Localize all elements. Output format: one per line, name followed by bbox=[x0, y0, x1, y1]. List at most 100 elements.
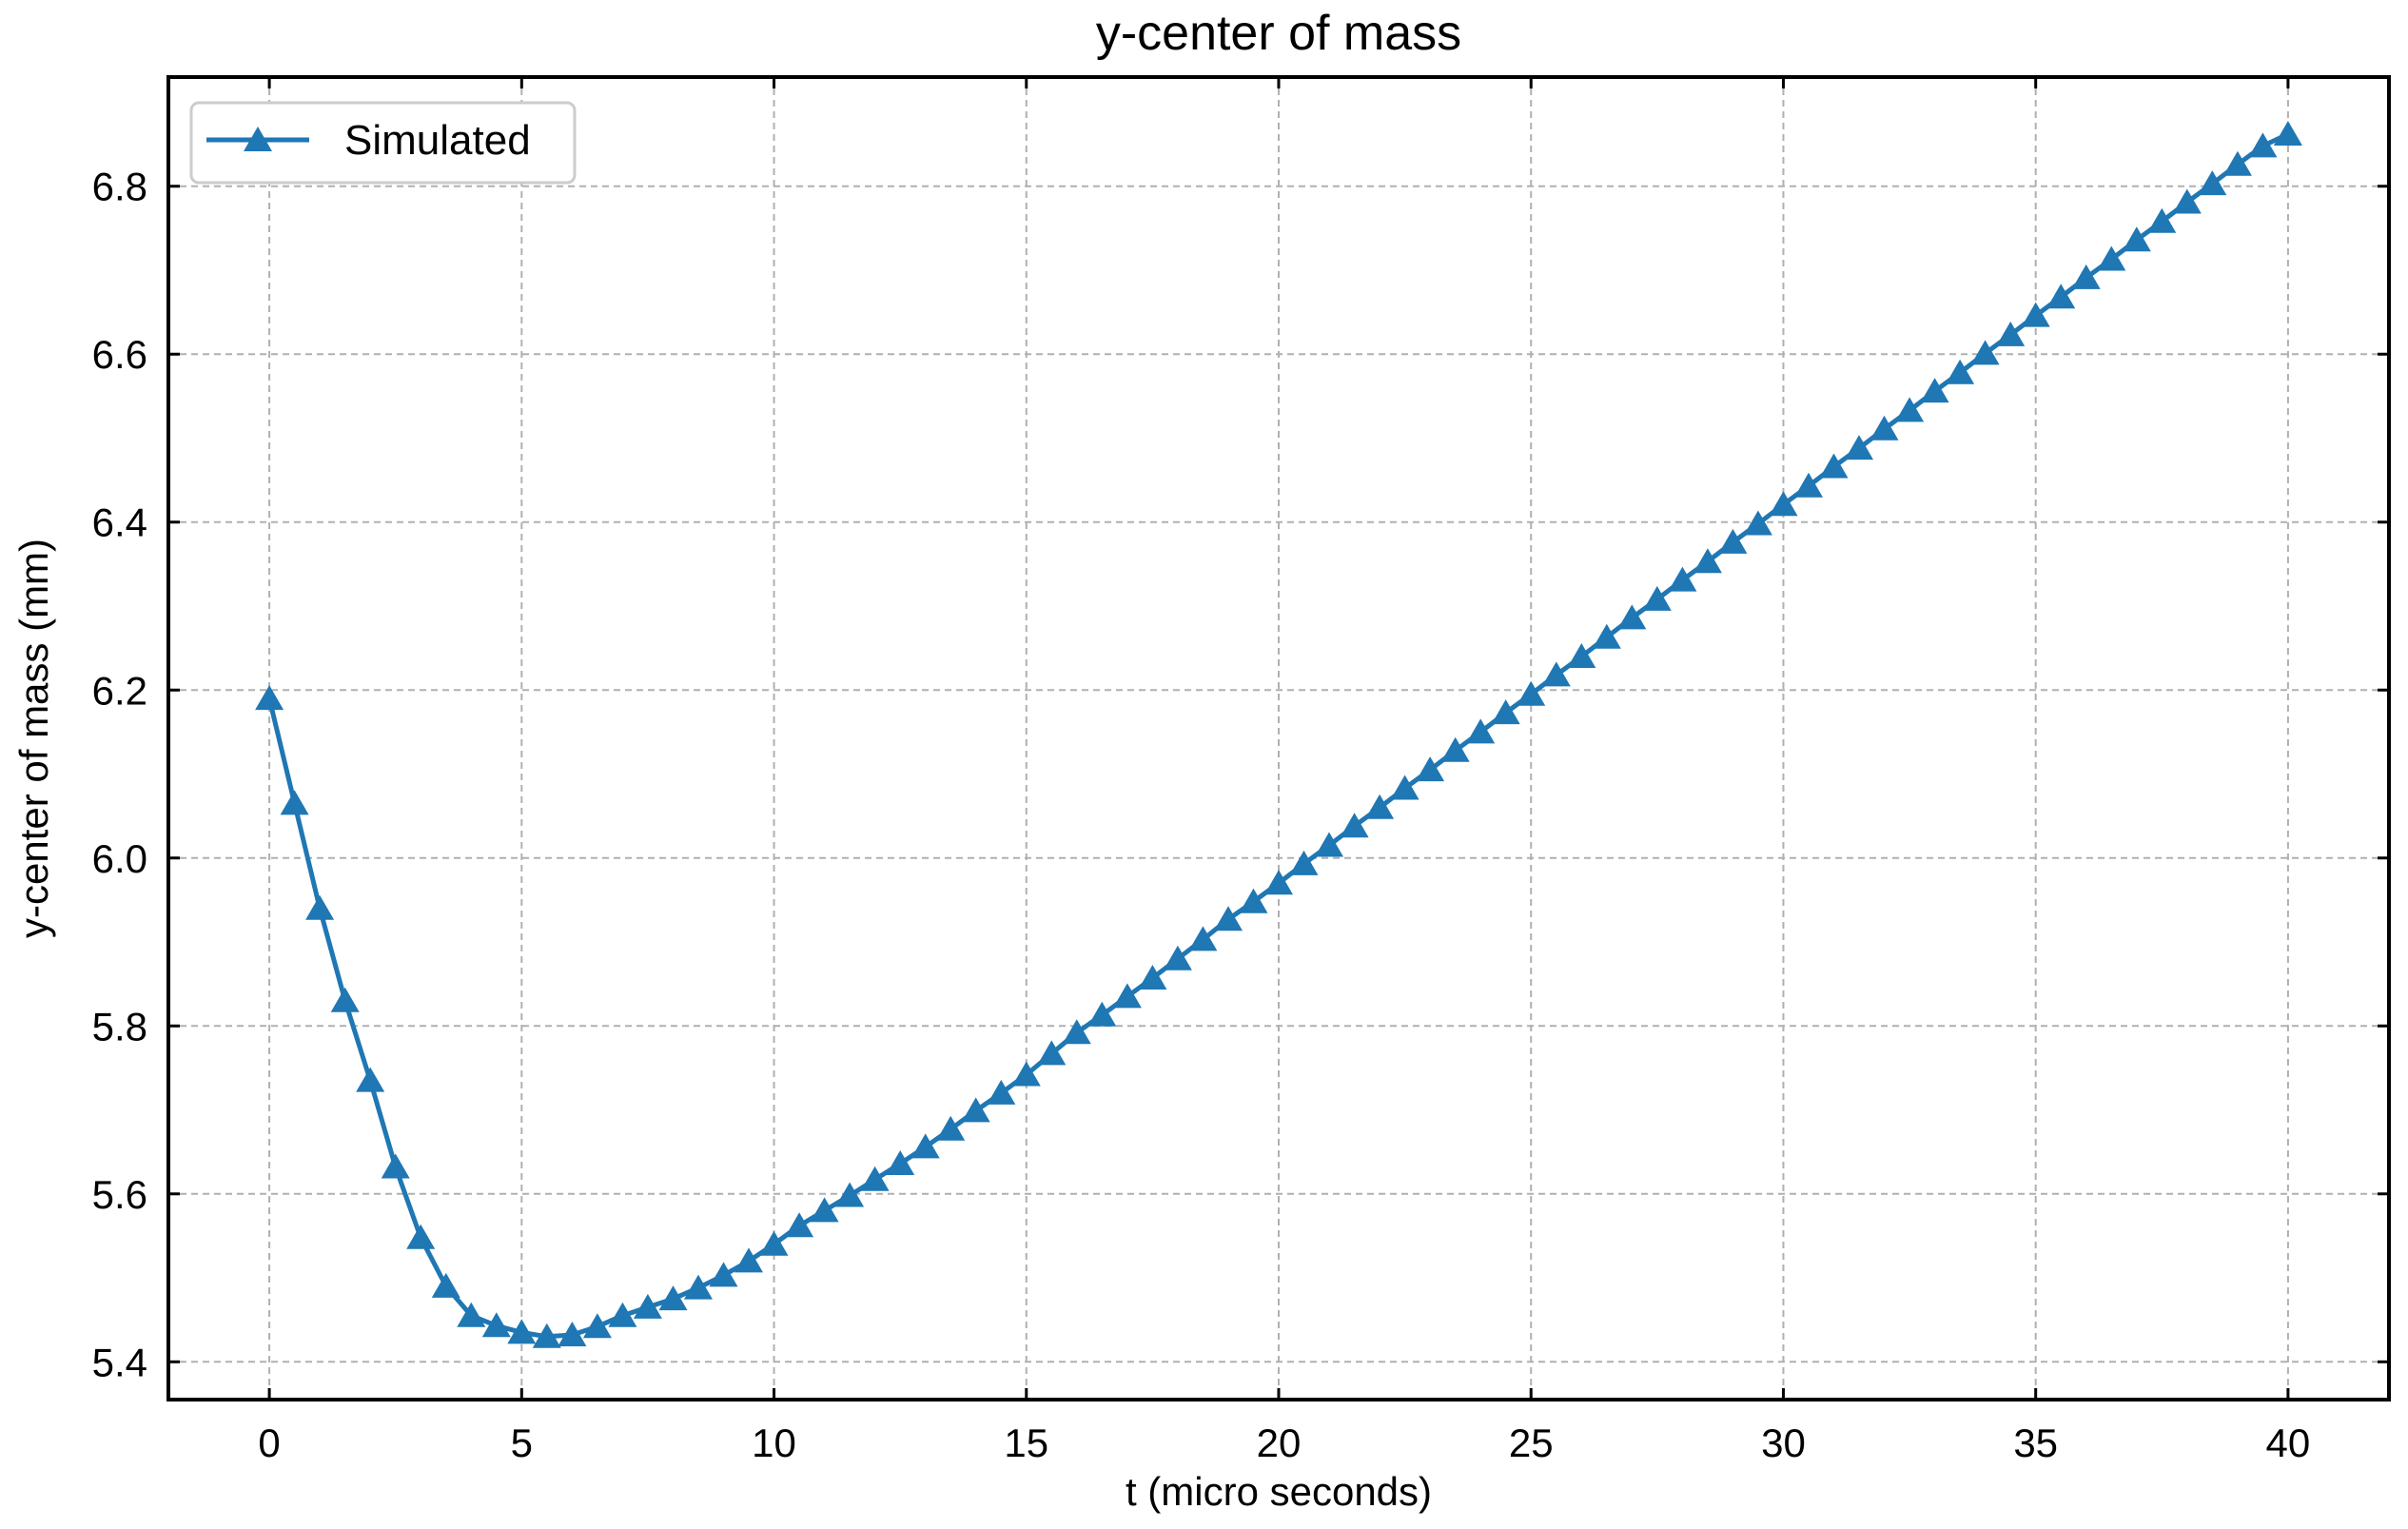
data-point-marker bbox=[1466, 718, 1496, 744]
data-point-marker bbox=[1062, 1019, 1091, 1045]
data-point-marker bbox=[633, 1293, 662, 1319]
data-point-marker bbox=[582, 1313, 612, 1339]
data-point-marker bbox=[1970, 340, 2000, 365]
data-point-marker bbox=[2122, 226, 2151, 252]
y-tick-label: 6.2 bbox=[92, 668, 147, 713]
data-point-marker bbox=[1769, 491, 1798, 517]
x-tick-label: 15 bbox=[1004, 1421, 1048, 1465]
data-point-marker bbox=[1340, 813, 1369, 838]
data-point-marker bbox=[558, 1322, 587, 1346]
grid bbox=[168, 77, 2389, 1400]
data-point-marker bbox=[1390, 774, 1419, 800]
y-axis-label: y-center of mass (mm) bbox=[11, 539, 56, 938]
data-point-marker bbox=[785, 1212, 814, 1238]
data-point-marker bbox=[1870, 415, 1899, 441]
data-point-marker bbox=[987, 1079, 1016, 1105]
data-point-marker bbox=[457, 1302, 486, 1327]
data-point-marker bbox=[1037, 1040, 1067, 1066]
data-point-marker bbox=[255, 685, 284, 711]
data-point-marker bbox=[936, 1115, 966, 1141]
data-point-marker bbox=[1642, 585, 1672, 611]
data-point-marker bbox=[835, 1182, 865, 1207]
data-point-marker bbox=[2222, 150, 2252, 176]
data-point-marker bbox=[2248, 132, 2278, 158]
data-point-marker bbox=[481, 1312, 511, 1338]
data-point-marker bbox=[406, 1224, 436, 1249]
data-point-marker bbox=[2172, 188, 2202, 214]
data-point-marker bbox=[961, 1097, 990, 1123]
data-point-marker bbox=[1946, 359, 1975, 384]
axis-ticks: 0 5 10 15 20 25 30 35 40 5.4 5.6 5.8 6.0 6.2 6.4 6.6 6.8 bbox=[92, 77, 2389, 1465]
data-point-marker bbox=[1819, 453, 1849, 479]
data-point-marker bbox=[1087, 1001, 1117, 1027]
data-point-marker bbox=[1592, 623, 1621, 649]
x-tick-label: 0 bbox=[258, 1421, 280, 1465]
x-axis-label: t (micro seconds) bbox=[1126, 1469, 1432, 1514]
x-tick-label: 5 bbox=[511, 1421, 533, 1465]
series-simulated bbox=[255, 121, 2302, 1348]
data-point-marker bbox=[1365, 794, 1395, 819]
data-point-marker bbox=[684, 1274, 713, 1300]
data-point-marker bbox=[1440, 736, 1470, 762]
data-point-marker bbox=[658, 1285, 688, 1311]
data-point-marker bbox=[2273, 121, 2302, 146]
data-point-marker bbox=[1163, 945, 1192, 970]
legend-label: Simulated bbox=[344, 117, 531, 164]
data-point-marker bbox=[734, 1247, 763, 1273]
data-point-marker bbox=[886, 1150, 915, 1175]
legend-box bbox=[189, 101, 577, 185]
data-point-marker bbox=[431, 1272, 460, 1298]
data-point-marker bbox=[759, 1230, 789, 1256]
data-point-marker bbox=[280, 790, 309, 815]
data-point-marker bbox=[1693, 548, 1722, 574]
data-point-marker bbox=[2071, 264, 2101, 289]
y-tick-label: 5.4 bbox=[92, 1340, 147, 1384]
x-tick-label: 10 bbox=[752, 1421, 796, 1465]
data-point-marker bbox=[2021, 302, 2050, 327]
data-point-marker bbox=[1214, 906, 1243, 931]
y-tick-label: 6.4 bbox=[92, 500, 147, 545]
data-point-marker bbox=[1895, 397, 1925, 422]
data-point-marker bbox=[1541, 661, 1571, 687]
data-point-marker bbox=[1315, 832, 1343, 857]
plot-frame bbox=[166, 75, 2391, 1402]
data-point-marker bbox=[1517, 680, 1546, 706]
data-point-marker bbox=[1996, 321, 2026, 346]
data-point-marker bbox=[910, 1133, 940, 1159]
data-point-marker bbox=[1138, 965, 1167, 990]
y-tick-label: 6.0 bbox=[92, 836, 147, 881]
data-point-marker bbox=[381, 1153, 410, 1179]
data-point-marker bbox=[507, 1319, 537, 1344]
data-point-marker bbox=[1920, 378, 1949, 403]
data-point-marker bbox=[1617, 604, 1647, 630]
data-point-marker bbox=[1567, 643, 1596, 668]
data-point-marker bbox=[1668, 566, 1697, 592]
data-point-marker bbox=[532, 1323, 561, 1348]
x-tick-label: 20 bbox=[1257, 1421, 1302, 1465]
data-point-marker bbox=[2046, 284, 2076, 309]
data-point-marker bbox=[1718, 528, 1748, 554]
data-point-marker bbox=[1011, 1061, 1041, 1087]
data-point-marker bbox=[1264, 870, 1293, 895]
legend: Simulated bbox=[189, 101, 577, 185]
data-point-marker bbox=[1289, 850, 1319, 875]
x-tick-label: 35 bbox=[2013, 1421, 2058, 1465]
chart-title: y-center of mass bbox=[1096, 6, 1461, 61]
x-tick-label: 25 bbox=[1509, 1421, 1554, 1465]
data-point-marker bbox=[1416, 756, 1445, 782]
y-tick-label: 6.8 bbox=[92, 165, 147, 209]
x-tick-label: 30 bbox=[1761, 1421, 1806, 1465]
legend-marker bbox=[244, 127, 272, 151]
data-point-marker bbox=[356, 1067, 385, 1092]
data-point-marker bbox=[1794, 472, 1823, 498]
data-point-marker bbox=[1188, 926, 1218, 951]
data-point-marker bbox=[330, 987, 360, 1012]
data-point-marker bbox=[305, 894, 335, 920]
data-point-marker bbox=[810, 1197, 839, 1223]
y-tick-label: 5.6 bbox=[92, 1172, 147, 1217]
data-point-marker bbox=[1239, 888, 1268, 913]
data-point-marker bbox=[2198, 170, 2227, 196]
data-point-marker bbox=[1743, 510, 1772, 536]
